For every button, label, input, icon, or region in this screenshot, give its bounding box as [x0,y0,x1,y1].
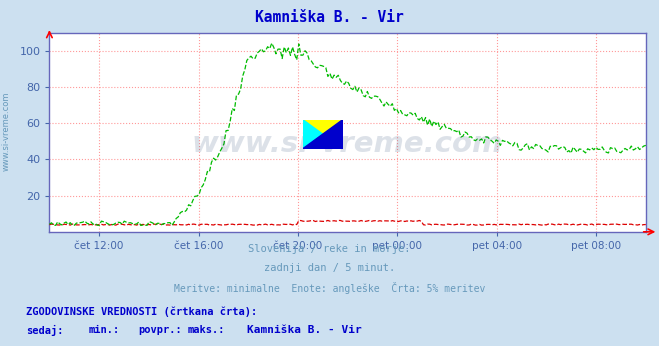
Text: Meritve: minimalne  Enote: angleške  Črta: 5% meritev: Meritve: minimalne Enote: angleške Črta:… [174,282,485,294]
Text: maks.:: maks.: [188,325,225,335]
Text: ZGODOVINSKE VREDNOSTI (črtkana črta):: ZGODOVINSKE VREDNOSTI (črtkana črta): [26,306,258,317]
Text: www.si-vreme.com: www.si-vreme.com [192,130,503,158]
Polygon shape [303,120,323,149]
Text: sedaj:: sedaj: [26,325,64,336]
Text: min.:: min.: [89,325,120,335]
Text: povpr.:: povpr.: [138,325,182,335]
Polygon shape [303,120,343,149]
Text: Kamniška B. - Vir: Kamniška B. - Vir [255,10,404,25]
Text: zadnji dan / 5 minut.: zadnji dan / 5 minut. [264,263,395,273]
Text: Slovenija / reke in morje.: Slovenija / reke in morje. [248,244,411,254]
Polygon shape [303,120,343,149]
Text: Kamniška B. - Vir: Kamniška B. - Vir [247,325,362,335]
Text: www.si-vreme.com: www.si-vreme.com [1,92,11,171]
